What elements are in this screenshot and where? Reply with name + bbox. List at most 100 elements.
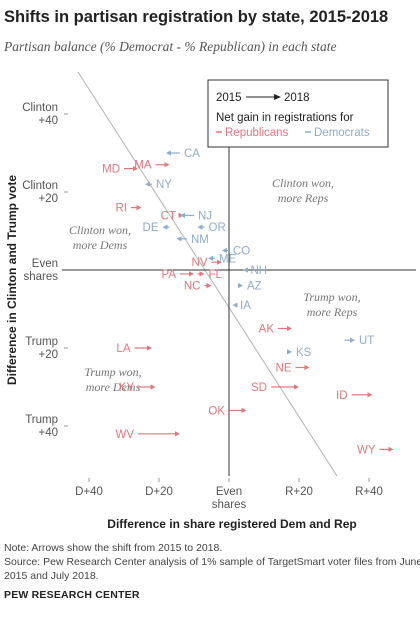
tick-labels: Clinton +40 Clinton +20 Even shares Trump +20 Tr…: [22, 102, 383, 511]
arrow-head: [164, 162, 170, 168]
state-label-co: CO: [233, 246, 250, 258]
arrow-ia: [232, 302, 238, 308]
state-label-md: MD: [102, 164, 120, 176]
arrow-nc: [204, 283, 212, 289]
x-tick-label: R+20: [285, 486, 313, 498]
state-label-pa: PA: [162, 269, 177, 281]
arrow-head: [145, 181, 150, 187]
arrow-head: [367, 392, 373, 398]
arrow-head: [162, 224, 168, 230]
arrow-id: [351, 392, 373, 398]
state-label-ma: MA: [134, 160, 152, 172]
arrow-head: [287, 349, 292, 355]
arrow-ok: [229, 407, 247, 413]
state-label-id: ID: [336, 390, 348, 402]
chart-subtitle: Partisan balance (% Democrat - % Republi…: [4, 39, 337, 54]
x-tick-label: Even shares: [212, 486, 247, 511]
state-label-nj: NJ: [198, 210, 212, 222]
arrow-head: [241, 407, 247, 413]
arrow-de: [162, 224, 170, 230]
arrow-ut: [344, 337, 355, 343]
x-axis-label: Difference in share registered Dem and R…: [107, 517, 356, 531]
y-tick-label: Even shares: [23, 258, 58, 283]
arrow-or: [197, 224, 205, 230]
arrow-head: [147, 345, 152, 351]
arrow-head: [350, 337, 355, 343]
arrow-head: [133, 166, 138, 172]
state-label-ia: IA: [240, 300, 251, 312]
note-line: Note: Arrows show the shift from 2015 to…: [4, 542, 223, 554]
y-axis-label: Difference in Clinton and Trump vote: [5, 175, 19, 385]
state-label-fl: FL: [209, 269, 223, 281]
x-tick-label: D+20: [145, 486, 173, 498]
arrow-head: [304, 364, 310, 371]
x-tick-label: R+40: [355, 486, 383, 498]
arrow-head: [388, 446, 394, 452]
arrow-az: [238, 283, 243, 289]
arrow-nv: [211, 259, 222, 265]
arrow-ky: [138, 384, 156, 390]
arrow-head: [206, 283, 212, 289]
arrow-head: [238, 283, 243, 289]
state-label-ok: OK: [208, 405, 225, 417]
arrow-co: [222, 247, 229, 254]
state-label-ks: KS: [296, 347, 312, 359]
arrow-head: [136, 205, 142, 211]
arrow-head: [180, 212, 185, 218]
state-label-ca: CA: [184, 148, 200, 160]
quadrant-labels: Clinton won, more Reps Clinton won, more De…: [69, 176, 361, 394]
arrow-ks: [287, 349, 292, 355]
arrow-head: [222, 247, 227, 254]
arrow-head: [287, 325, 292, 332]
arrow-head: [175, 431, 180, 437]
state-label-or: OR: [209, 222, 226, 234]
arrow-me: [208, 255, 215, 261]
arrow-head: [208, 255, 213, 261]
state-label-ri: RI: [116, 203, 128, 215]
x-tick-label: D+40: [75, 486, 103, 498]
brand-name: PEW RESEARCH CENTER: [4, 589, 140, 601]
legend-arrow-head: [274, 94, 281, 100]
arrow-head: [150, 384, 156, 390]
arrow-ma: [155, 162, 170, 168]
state-label-nm: NM: [191, 234, 209, 246]
legend-to-year: 2018: [284, 92, 310, 104]
arrow-md: [124, 166, 138, 172]
state-label-ne: NE: [276, 363, 292, 375]
legend-box: [207, 79, 389, 148]
arrow-pa: [180, 271, 194, 277]
arrow-head: [166, 150, 171, 156]
legend-heading: Net gain in registrations for: [216, 112, 354, 124]
quadrant-label-top-left: Clinton won, more Dems: [69, 223, 131, 252]
y-tick-label: Clinton +20: [22, 180, 58, 205]
arrow-head: [217, 259, 222, 265]
state-label-ky: KY: [119, 382, 135, 394]
arrow-wv: [138, 431, 180, 437]
state-label-de: DE: [143, 222, 159, 234]
arrow-fl: [197, 271, 205, 277]
state-label-az: AZ: [247, 281, 262, 293]
arrow-la: [134, 345, 152, 351]
arrow-head: [197, 224, 203, 230]
grid-layer: [62, 71, 416, 477]
state-label-nv: NV: [192, 257, 208, 269]
note-line: 2015 and July 2018.: [4, 570, 99, 582]
legend-label-republicans: Republicans: [225, 127, 289, 139]
state-label-ut: UT: [359, 335, 374, 347]
arrows-layer: [124, 150, 394, 452]
quadrant-label-bottom-left: Trump won, more Dems: [84, 365, 141, 394]
arrow-head: [232, 302, 238, 308]
legend: 2015 2018 Net gain in registrations for …: [207, 79, 389, 148]
y-tick-label: Clinton +40: [22, 102, 58, 127]
state-label-wv: WV: [115, 429, 134, 441]
note-line: Source: Pew Research Center analysis of …: [4, 556, 420, 568]
arrow-ak: [278, 325, 292, 332]
arrow-ca: [166, 150, 180, 156]
quadrant-label-bottom-right: Trump won, more Reps: [303, 290, 360, 319]
scatter-chart: Clinton won, more Reps Clinton won, more De…: [5, 71, 416, 531]
footnote: Note: Arrows show the shift from 2015 to…: [4, 541, 420, 583]
state-label-la: LA: [116, 343, 130, 355]
state-label-wy: WY: [357, 444, 376, 456]
state-label-ny: NY: [156, 179, 172, 191]
